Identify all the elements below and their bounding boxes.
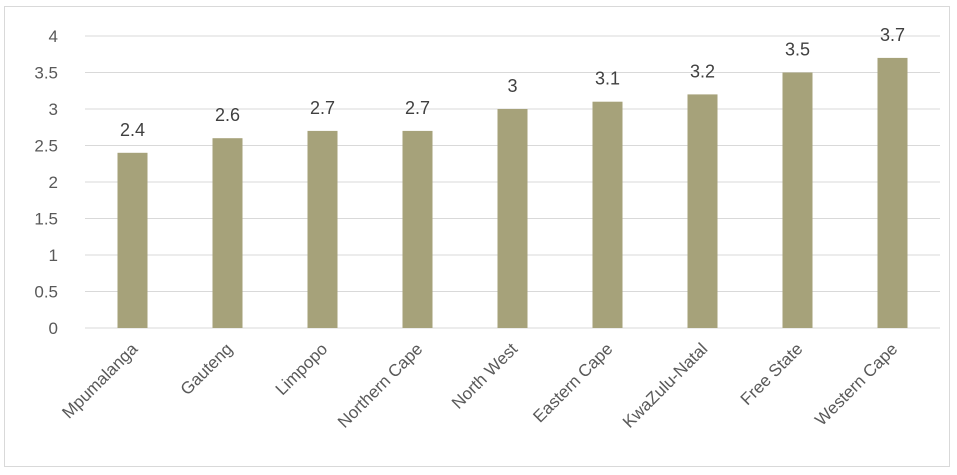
category-label: Western Cape	[811, 339, 901, 429]
bar	[402, 130, 433, 328]
y-tick-label: 1	[49, 246, 58, 265]
data-label: 2.7	[310, 98, 335, 118]
y-tick-label: 0.5	[34, 283, 58, 302]
y-tick-label: 4	[49, 27, 58, 46]
y-tick-label: 3	[49, 100, 58, 119]
category-label: Limpopo	[272, 339, 332, 399]
y-tick-label: 3.5	[34, 64, 58, 83]
data-label: 2.4	[120, 120, 145, 140]
bar	[212, 138, 243, 328]
data-label: 2.7	[405, 98, 430, 118]
category-label: North West	[448, 339, 522, 413]
bar	[307, 130, 338, 328]
bars	[117, 57, 908, 329]
y-tick-label: 2.5	[34, 137, 58, 156]
category-label: Gauteng	[177, 339, 237, 399]
category-label: Mpumalanga	[58, 339, 141, 422]
category-label: Northern Cape	[334, 339, 426, 431]
bar	[592, 101, 623, 328]
y-axis-ticks: 0 0.5 1 1.5 2 2.5 3 3.5 4	[34, 27, 58, 338]
data-label: 3.5	[785, 40, 810, 60]
data-label: 2.6	[215, 105, 240, 125]
bar	[117, 152, 148, 328]
data-label: 3.1	[595, 69, 620, 89]
data-label: 3.7	[880, 25, 905, 45]
y-tick-label: 1.5	[34, 210, 58, 229]
category-labels: Mpumalanga Gauteng Limpopo Northern Cape Nor…	[58, 339, 901, 432]
category-label: Eastern Cape	[529, 339, 616, 426]
data-label: 3	[507, 76, 517, 96]
category-label: KwaZulu-Natal	[619, 339, 711, 431]
y-tick-label: 2	[49, 173, 58, 192]
bar	[782, 72, 813, 328]
bar	[687, 94, 718, 329]
bar	[877, 57, 908, 329]
y-tick-label: 0	[49, 319, 58, 338]
data-label: 3.2	[690, 61, 715, 81]
category-label: Free State	[737, 339, 807, 409]
bar	[497, 109, 528, 328]
data-labels: 2.4 2.6 2.7 2.7 3 3.1 3.2 3.5 3.7	[120, 25, 905, 140]
